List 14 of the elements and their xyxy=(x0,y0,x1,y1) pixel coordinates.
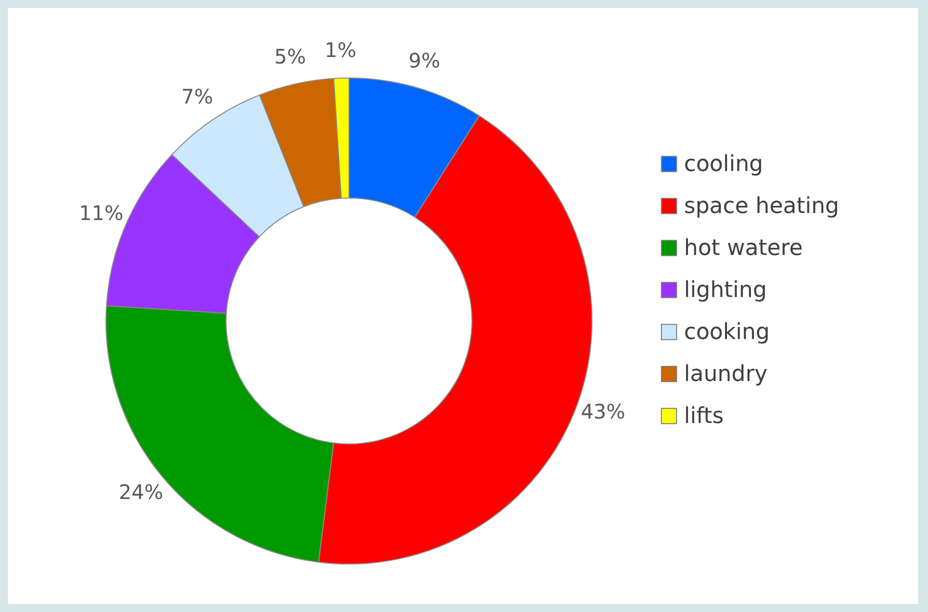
legend-label: laundry xyxy=(684,362,768,387)
data-label: 9% xyxy=(408,48,440,73)
data-label: 5% xyxy=(274,44,306,68)
legend-label: hot watere xyxy=(684,236,803,261)
legend-label: space heating xyxy=(684,194,840,219)
data-label: 24% xyxy=(118,480,164,504)
data-label: 7% xyxy=(181,84,214,109)
legend-label: lifts xyxy=(684,404,724,429)
legend-label: cooling xyxy=(684,152,764,177)
data-label: 43% xyxy=(580,399,626,424)
data-label: 1% xyxy=(324,38,356,62)
legend-label: cooking xyxy=(684,320,770,345)
legend-label: lighting xyxy=(684,278,767,303)
data-label: 11% xyxy=(78,200,124,225)
